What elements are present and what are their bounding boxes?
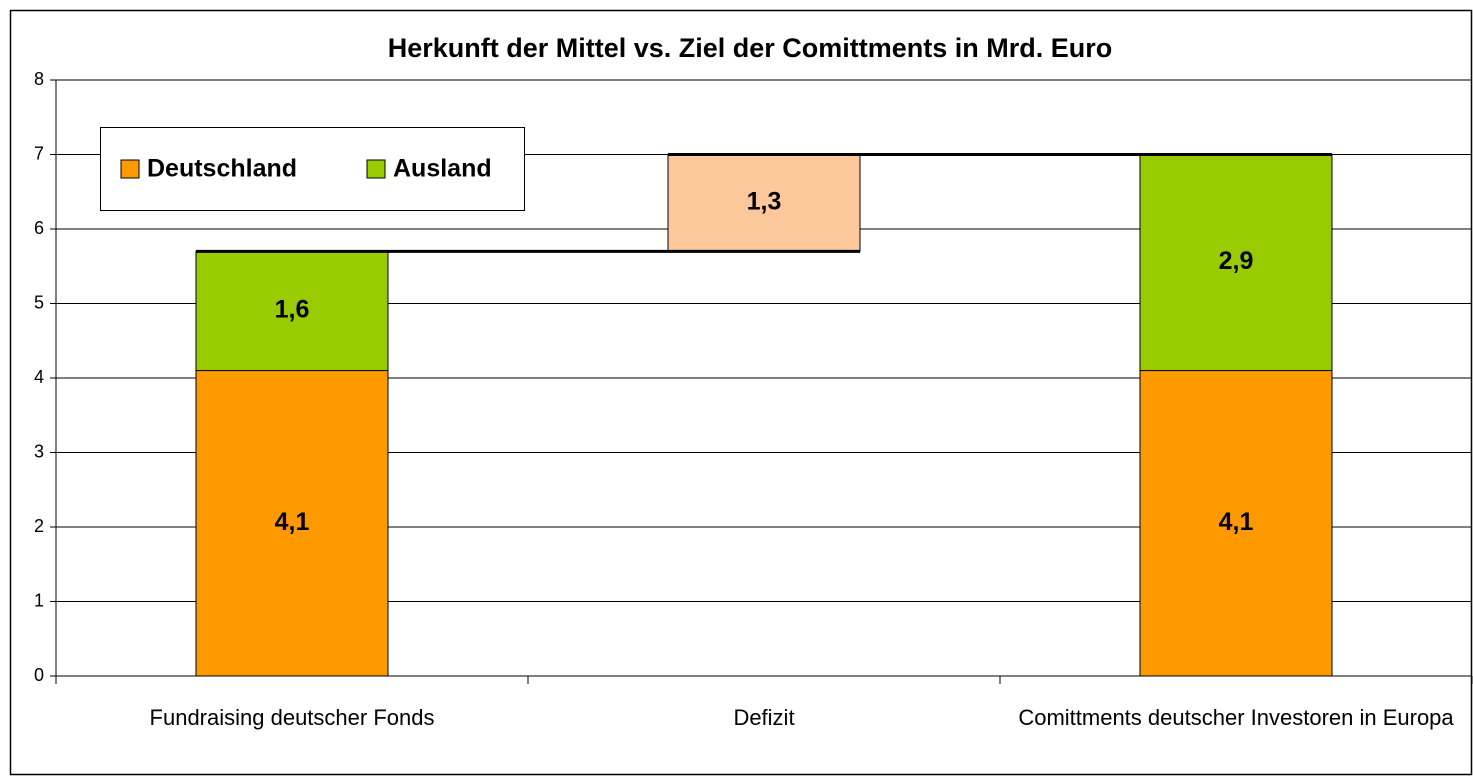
x-tick-label: Fundraising deutscher Fonds: [149, 705, 435, 730]
data-label: 4,1: [1219, 508, 1254, 536]
x-tick-label: Defizit: [733, 705, 795, 730]
y-tick-label: 5: [34, 292, 44, 312]
legend-label: Deutschland: [147, 155, 297, 183]
bar-segment: [1139, 370, 1333, 677]
y-tick-label: 8: [34, 69, 44, 89]
y-tick-label: 2: [34, 516, 44, 536]
y-tick-label: 4: [34, 367, 44, 387]
y-tick-label: 1: [34, 590, 44, 610]
legend-swatch: [120, 159, 140, 179]
x-tick-label: Comittments deutscher Investoren in Euro…: [1018, 705, 1454, 730]
bar-segment: [1139, 154, 1333, 372]
y-tick-label: 0: [34, 665, 44, 685]
bar: [667, 154, 861, 252]
chart-title: Herkunft der Mittel vs. Ziel der Comittm…: [388, 33, 1113, 63]
legend-label: Ausland: [393, 155, 492, 183]
legend-box: [100, 127, 525, 211]
y-tick-label: 7: [34, 143, 44, 163]
y-tick-label: 6: [34, 218, 44, 238]
bar-segment: [195, 250, 389, 372]
y-tick-label: 3: [34, 441, 44, 461]
data-label: 1,6: [275, 296, 310, 324]
data-label: 4,1: [275, 508, 310, 536]
data-label: 1,3: [747, 188, 782, 216]
data-label: 2,9: [1219, 247, 1254, 275]
legend-swatch: [366, 159, 386, 179]
bar-segment: [195, 370, 389, 677]
